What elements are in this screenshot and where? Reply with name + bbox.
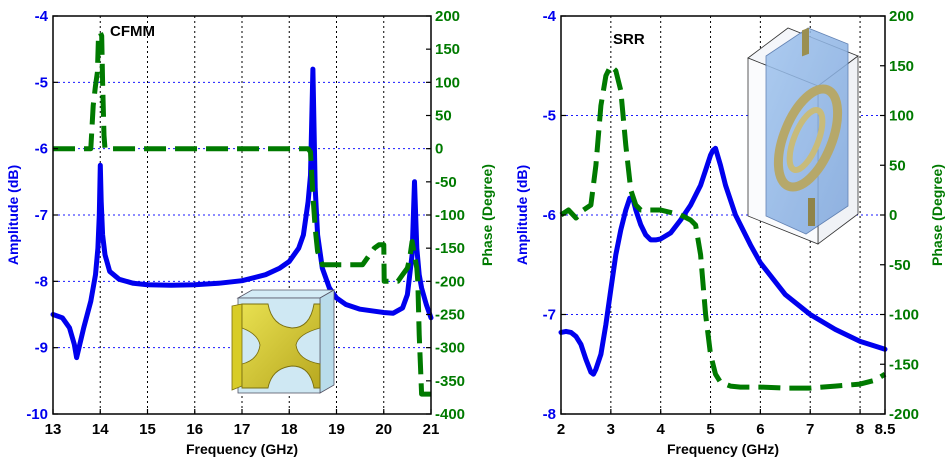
x-tick-label: 15 [139, 421, 156, 438]
y-left-axis-label: Amplitude (dB) [514, 165, 530, 265]
y-left-tick-label: -5 [543, 108, 556, 125]
cfmm-inset [231, 289, 336, 394]
y-right-tick-label: -350 [435, 373, 465, 390]
x-tick-label: 19 [328, 421, 345, 438]
y-right-tick-label: -200 [435, 273, 465, 290]
y-right-tick-label: -150 [435, 240, 465, 257]
panel-title: CFMM [110, 23, 155, 40]
y-left-tick-label: -5 [35, 74, 48, 91]
y-right-tick-label: 100 [889, 108, 914, 125]
x-tick-label: 8.5 [875, 421, 896, 438]
y-right-tick-label: 0 [889, 207, 897, 224]
srr-panel: 2 3 4 5 6 7 8 8.5 -4 -5 -6 -7 -8 200 150 100 50 0 -50 -100 -… [514, 8, 945, 457]
y-right-tick-label: -50 [889, 257, 911, 274]
feed-strip-top [802, 27, 809, 57]
x-tick-label: 7 [806, 421, 814, 438]
cfmm-metal-pattern [241, 303, 321, 389]
y-left-tick-label: -8 [543, 406, 556, 423]
x-tick-label: 16 [186, 421, 203, 438]
y-right-tick-label: 100 [435, 74, 460, 91]
amplitude-line [50, 66, 434, 361]
y-left-tick-label: -6 [35, 141, 48, 158]
substrate-top [236, 289, 336, 299]
y-right-tick-label: 50 [435, 108, 452, 125]
y-right-tick-label: 200 [435, 8, 460, 25]
phase-line [53, 30, 431, 397]
y-right-tick-label: 200 [889, 8, 914, 25]
x-tick-label: 6 [756, 421, 764, 438]
y-right-tick-label: -200 [889, 406, 919, 423]
x-axis-label: Frequency (GHz) [667, 441, 779, 457]
y-left-tick-label: -4 [35, 8, 49, 25]
metal-edge [231, 303, 243, 391]
x-tick-label: 4 [657, 421, 666, 438]
y-left-tick-label: -9 [35, 340, 48, 357]
x-tick-label: 8 [856, 421, 864, 438]
inner-ring [786, 106, 826, 174]
y-right-tick-label: -400 [435, 406, 465, 423]
x-tick-label: 20 [375, 421, 392, 438]
y-right-tick-label: 0 [435, 141, 443, 158]
y-right-tick-label: -100 [889, 307, 919, 324]
y-right-tick-label: -150 [889, 356, 919, 373]
srr-inset [747, 27, 859, 245]
x-axis-label: Frequency (GHz) [186, 441, 298, 457]
feed-strip-bottom [808, 198, 815, 226]
y-right-tick-label: 50 [889, 157, 906, 174]
x-tick-label: 5 [706, 421, 714, 438]
amplitude-line [558, 145, 888, 377]
y-left-tick-label: -4 [543, 8, 557, 25]
x-tick-label: 3 [607, 421, 615, 438]
phase-line [559, 63, 887, 391]
substrate-side [319, 289, 335, 394]
y-right-tick-label: 150 [435, 41, 460, 58]
x-tick-label: 18 [281, 421, 298, 438]
x-tick-label: 17 [234, 421, 251, 438]
x-tick-label: 13 [45, 421, 62, 438]
x-tick-label: 2 [557, 421, 565, 438]
outer-ring [773, 84, 843, 192]
y-right-axis-label: Phase (Degree) [929, 164, 945, 266]
y-left-tick-label: -6 [543, 207, 556, 224]
cfmm-panel: 13 14 15 16 17 18 19 20 21 -4 -5 -6 -7 -8 -9 -10 200 150 1… [5, 8, 495, 457]
y-right-axis-label: Phase (Degree) [479, 164, 495, 266]
y-left-axis-label: Amplitude (dB) [5, 165, 21, 265]
y-right-tick-label: -300 [435, 340, 465, 357]
y-right-tick-label: -100 [435, 207, 465, 224]
y-left-tick-label: -10 [26, 406, 48, 423]
y-left-tick-label: -8 [35, 273, 48, 290]
y-left-tick-label: -7 [543, 307, 556, 324]
y-right-tick-label: -250 [435, 307, 465, 324]
x-tick-label: 14 [92, 421, 109, 438]
y-right-tick-label: 150 [889, 58, 914, 75]
x-tick-label: 21 [423, 421, 440, 438]
panel-title: SRR [613, 31, 645, 48]
y-left-tick-label: -7 [35, 207, 48, 224]
y-right-tick-label: -50 [435, 174, 457, 191]
